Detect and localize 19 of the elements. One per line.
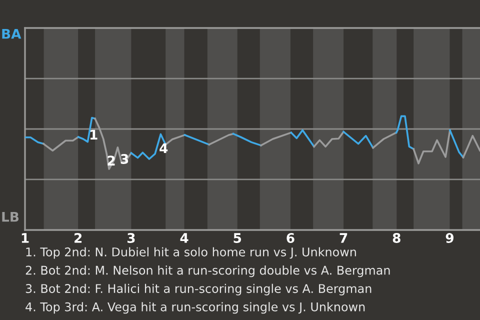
x-tick-label: 7: [340, 233, 348, 243]
text: BA: [2, 29, 22, 39]
annotation: 1: [90, 130, 98, 140]
text: LB: [2, 212, 19, 222]
x-tick-label: 4: [180, 233, 188, 243]
x-tick-label: 1: [22, 233, 29, 243]
x-tick-label: 5: [234, 233, 242, 243]
annotation: 3: [120, 154, 128, 164]
text: 2. Bot 2nd: M. Nelson hit a run-scoring double vs A. Bergman: [26, 266, 390, 278]
annotation: 4: [160, 143, 168, 154]
annotation: 2: [108, 156, 115, 166]
x-tick-label: 2: [74, 233, 82, 243]
text: 3. Bot 2nd: F. Halici hit a run-scoring single vs A. Bergman: [26, 284, 372, 296]
text: 1. Top 2nd: N. Dubiel hit a solo home run vs J. Unknown: [26, 247, 356, 259]
text: 4. Top 3rd: A. Vega hit a run-scoring single vs J. Unknown: [26, 302, 365, 314]
x-tick-label: 6: [286, 233, 294, 243]
x-tick-label: 9: [446, 233, 454, 243]
x-tick-label: 3: [127, 233, 135, 243]
x-tick-label: 8: [392, 233, 400, 243]
